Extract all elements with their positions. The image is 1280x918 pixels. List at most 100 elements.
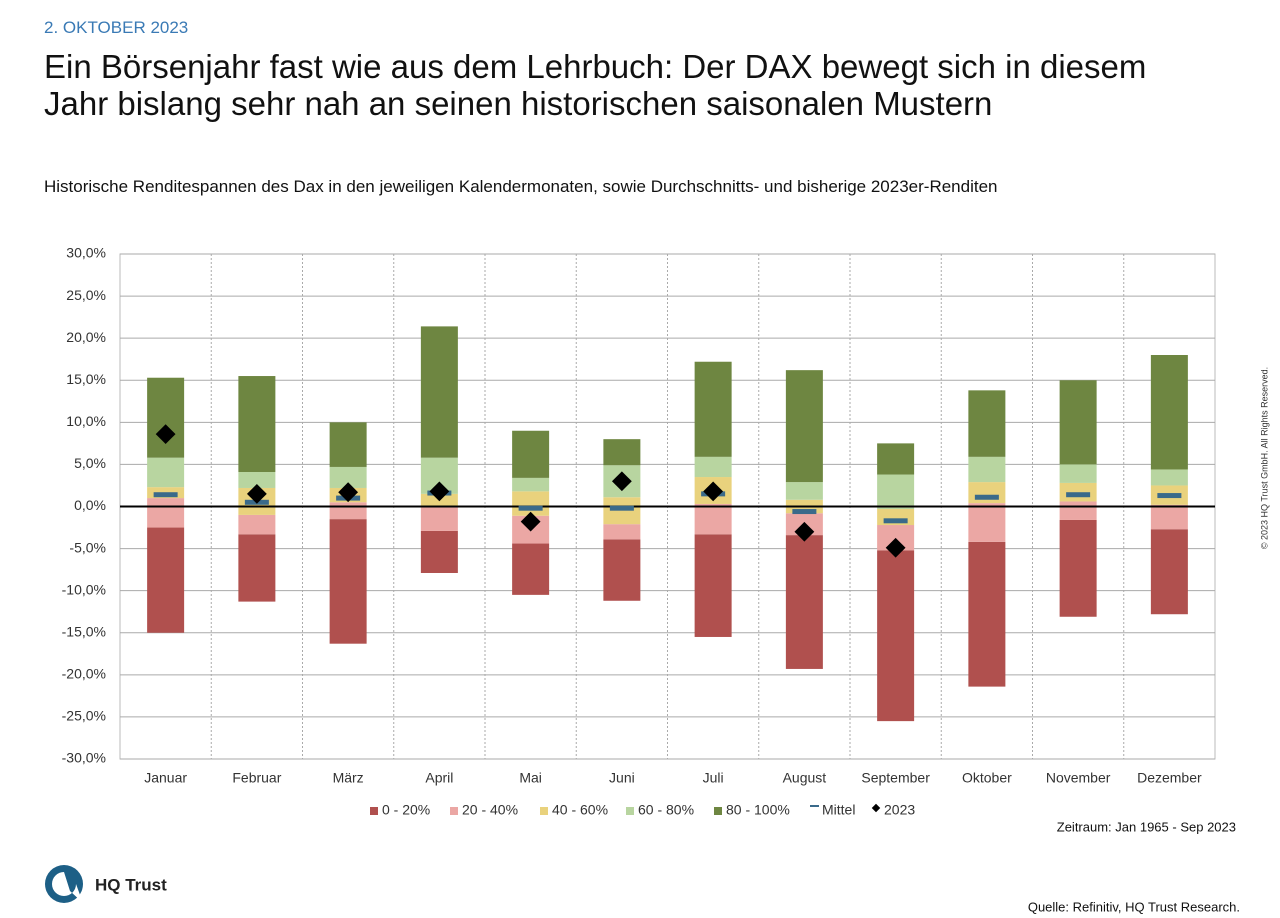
- mean-marker: [974, 494, 999, 500]
- mean-marker: [153, 492, 178, 498]
- y-tick-label: 20,0%: [66, 329, 106, 345]
- legend-label: 0 - 20%: [382, 802, 430, 818]
- legend-swatch: [626, 807, 634, 815]
- x-tick-label: Februar: [232, 770, 281, 786]
- bar-segment: [968, 456, 1006, 483]
- logo: HQ Trust: [45, 865, 167, 903]
- mean-marker: [518, 505, 543, 511]
- year-marker: [611, 471, 632, 492]
- bar-segment: [512, 491, 550, 516]
- y-tick-label: -10,0%: [62, 581, 106, 597]
- bar-segment: [329, 519, 367, 644]
- legend-label: 80 - 100%: [726, 802, 790, 818]
- x-tick-label: Juli: [703, 770, 724, 786]
- year-marker: [338, 482, 359, 503]
- bar-segment: [785, 482, 823, 500]
- legend-swatch: [450, 807, 458, 815]
- legend-label: 60 - 80%: [638, 802, 694, 818]
- year-marker: [155, 424, 176, 445]
- logo-icon: [52, 872, 83, 903]
- x-tick-label: März: [333, 770, 364, 786]
- mean-marker: [792, 509, 817, 515]
- x-tick-label: April: [425, 770, 453, 786]
- bar-segment: [420, 506, 458, 531]
- bar-segment: [785, 370, 823, 483]
- bar-segment: [1150, 469, 1188, 486]
- bar-segment: [420, 530, 458, 573]
- bar-segment: [603, 439, 641, 466]
- bar-segment: [329, 422, 367, 467]
- year-marker: [520, 511, 541, 532]
- mean-marker: [1157, 493, 1182, 499]
- legend-label: Mittel: [822, 802, 855, 818]
- bar-segment: [877, 474, 915, 510]
- y-tick-label: -30,0%: [62, 750, 106, 766]
- bar-segment: [238, 534, 276, 602]
- date: 2. OKTOBER 2023: [44, 18, 189, 37]
- bar-segment: [968, 503, 1006, 542]
- bar-segment: [329, 502, 367, 520]
- y-tick-label: -5,0%: [69, 539, 106, 555]
- x-tick-label: August: [783, 770, 827, 786]
- bar-segment: [238, 376, 276, 472]
- bar-segment: [147, 527, 185, 633]
- year-marker: [885, 537, 906, 558]
- legend-label: 20 - 40%: [462, 802, 518, 818]
- y-tick-label: 15,0%: [66, 371, 106, 387]
- bar-segment: [147, 498, 185, 528]
- bar-segment: [694, 456, 732, 478]
- legend-swatch: [540, 807, 548, 815]
- bar-segment: [877, 550, 915, 722]
- x-tick-label: Mai: [519, 770, 542, 786]
- bar-segment: [420, 326, 458, 458]
- note: Zeitraum: Jan 1965 - Sep 2023: [1057, 819, 1236, 834]
- year-marker: [703, 481, 724, 502]
- y-tick-label: -25,0%: [62, 708, 106, 724]
- subtitle: Historische Renditespannen des Dax in de…: [44, 177, 998, 196]
- y-tick-label: 10,0%: [66, 413, 106, 429]
- bar-segment: [694, 534, 732, 637]
- legend-swatch: [810, 805, 819, 807]
- bar-segment: [694, 361, 732, 457]
- x-tick-label: November: [1046, 770, 1111, 786]
- legend-swatch: [714, 807, 722, 815]
- mean-marker: [609, 505, 634, 511]
- legend-label: 2023: [884, 802, 915, 818]
- bar-segment: [512, 543, 550, 595]
- bar-segment: [603, 539, 641, 601]
- bar-segment: [1059, 380, 1097, 465]
- y-tick-label: 25,0%: [66, 287, 106, 303]
- y-tick-label: -20,0%: [62, 666, 106, 682]
- bar-segment: [603, 524, 641, 540]
- x-tick-label: September: [861, 770, 930, 786]
- bar-segment: [1150, 529, 1188, 615]
- bar-segment: [238, 514, 276, 535]
- bar-segment: [238, 471, 276, 488]
- bar-segment: [147, 377, 185, 458]
- x-tick-label: Dezember: [1137, 770, 1202, 786]
- year-marker: [794, 521, 815, 542]
- bar-segment: [512, 477, 550, 492]
- bar-segment: [785, 535, 823, 669]
- bar-segment: [603, 497, 641, 525]
- y-tick-label: 0,0%: [74, 497, 106, 513]
- source: Quelle: Refinitiv, HQ Trust Research.: [1028, 899, 1240, 914]
- bar-segment: [1059, 519, 1097, 617]
- y-tick-label: 5,0%: [74, 455, 106, 471]
- bar-segment: [1059, 464, 1097, 483]
- x-tick-label: Juni: [609, 770, 635, 786]
- bar-segment: [877, 443, 915, 475]
- x-tick-label: Oktober: [962, 770, 1012, 786]
- y-tick-label: -15,0%: [62, 623, 106, 639]
- bar-segment: [968, 482, 1006, 504]
- title: Ein Börsenjahr fast wie aus dem Lehrbuch…: [44, 48, 1147, 122]
- bar-segment: [968, 541, 1006, 687]
- bar-segment: [1059, 501, 1097, 520]
- bar-segment: [1059, 482, 1097, 502]
- bar-segment: [1150, 355, 1188, 470]
- x-tick-label: Januar: [144, 770, 187, 786]
- year-marker: [246, 483, 267, 504]
- year-marker: [429, 481, 450, 502]
- legend-label: 40 - 60%: [552, 802, 608, 818]
